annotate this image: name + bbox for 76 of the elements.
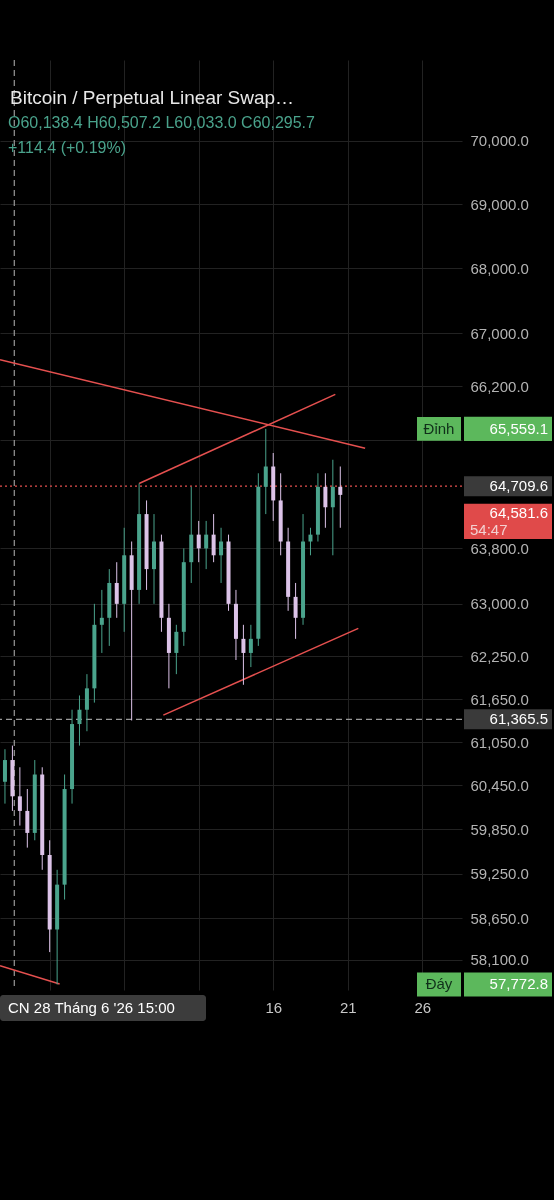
y-tick-label: 70,000.0: [470, 132, 529, 150]
candlestick: [129, 541, 134, 721]
candlestick: [137, 482, 142, 605]
y-tick-label: 60,450.0: [470, 776, 529, 794]
candlestick: [92, 603, 97, 704]
candlestick: [32, 759, 37, 841]
candlestick: [159, 534, 164, 633]
candlestick: [40, 766, 45, 871]
candlestick: [330, 459, 335, 556]
candlestick: [263, 428, 268, 515]
y-tick-label: 68,000.0: [470, 259, 529, 277]
candlestick: [219, 527, 224, 584]
y-tick-label: 66,200.0: [470, 377, 529, 395]
candlestick: [286, 527, 291, 612]
x-tick-label: 26: [414, 998, 432, 1016]
candlestick: [226, 534, 231, 612]
candlestick: [47, 839, 52, 953]
x-tick-label: 16: [265, 998, 283, 1016]
candlestick: [301, 513, 306, 626]
candlestick: [25, 788, 30, 849]
text: 54:47: [470, 520, 508, 538]
annotation: Đỉnh: [423, 419, 455, 437]
candlestick: [10, 745, 15, 812]
candlestick: [114, 561, 119, 619]
candlestick: [323, 472, 328, 529]
candlestick: [211, 513, 216, 563]
y-tick-label: 58,100.0: [470, 951, 529, 969]
y-tick-label: 67,000.0: [470, 324, 529, 342]
text: 65,559.1: [489, 419, 548, 437]
candlestick: [338, 466, 343, 529]
annotation: Đáy: [425, 975, 453, 993]
y-tick-label: 59,250.0: [470, 865, 529, 883]
y-tick-label: 58,650.0: [470, 909, 529, 927]
y-tick-label: 62,250.0: [470, 647, 529, 665]
text: 57,772.8: [489, 975, 548, 993]
candlestick: [293, 582, 298, 640]
candlestick: [122, 527, 127, 633]
candlestick: [256, 472, 261, 647]
text: 64,581.6: [489, 503, 548, 521]
candlestick: [17, 766, 22, 827]
candlestick: [77, 694, 82, 747]
candlestick: [55, 869, 60, 985]
candlestick: [2, 748, 7, 805]
text: Bitcoin / Perpetual Linear Swap…: [10, 87, 295, 108]
candlestick: [271, 452, 276, 522]
ref-line-label: 61,365.5: [489, 710, 548, 728]
candlestick: [204, 520, 209, 570]
candlestick: [196, 520, 201, 563]
candlestick: [308, 527, 313, 556]
x-tick-label: 21: [339, 998, 357, 1016]
candlestick: [99, 589, 104, 654]
y-tick-label: 63,800.0: [470, 539, 529, 557]
candlestick: [278, 472, 283, 556]
y-tick-label: 63,000.0: [470, 595, 529, 613]
candlestick: [84, 673, 89, 732]
y-tick-label: 61,650.0: [470, 690, 529, 708]
ref-line-label: CN 28 Tháng 6 '26 15:00: [8, 999, 175, 1016]
candlestick: [144, 499, 149, 591]
candlestick: [152, 513, 156, 605]
candlestick: [70, 709, 75, 805]
candlestick: [315, 472, 320, 543]
candlestick: [248, 624, 253, 668]
candlestick: [181, 547, 186, 647]
candlestick: [174, 624, 179, 675]
ref-line-label: 64,709.6: [489, 477, 548, 495]
candlestick: [107, 568, 112, 647]
annotation: O60,138.4 H60,507.2 L60,033.0 C60,295.7: [8, 114, 316, 131]
candlestick: [233, 589, 238, 661]
candlestick: [62, 774, 67, 901]
candlestick: [241, 624, 246, 686]
y-tick-label: 61,050.0: [470, 733, 529, 751]
candlestick: [166, 603, 171, 689]
annotation: +114.4 (+0.19%): [8, 139, 127, 156]
candlestick: [189, 486, 194, 584]
y-tick-label: 69,000.0: [470, 195, 529, 213]
y-tick-label: 59,850.0: [470, 820, 529, 838]
